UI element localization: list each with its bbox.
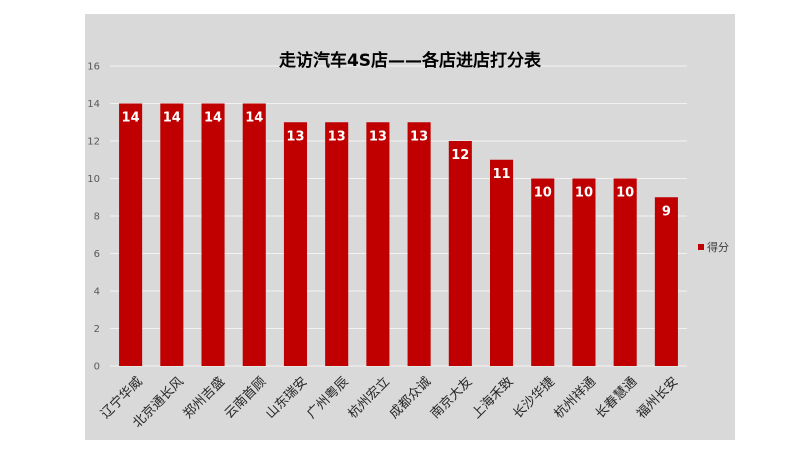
data-label: 13 xyxy=(369,129,387,144)
chart-title: 走访汽车4S店——各店进店打分表 xyxy=(278,51,542,71)
category-label: 福州长安 xyxy=(634,374,681,421)
y-tick-label: 16 xyxy=(87,62,100,73)
data-label: 13 xyxy=(328,129,346,144)
category-label: 郑州吉盛 xyxy=(181,374,228,421)
bar xyxy=(448,141,472,366)
bar xyxy=(366,122,390,366)
bar xyxy=(489,159,514,366)
bar xyxy=(407,122,431,366)
data-label: 10 xyxy=(575,186,593,201)
bar xyxy=(613,178,637,366)
category-label: 山东瑞安 xyxy=(263,374,310,421)
data-label: 10 xyxy=(616,186,634,201)
bar xyxy=(325,122,349,366)
bar xyxy=(160,103,184,366)
y-tick-label: 10 xyxy=(87,174,100,185)
chart-panel: 0 2 4 6 8 10 12 14 16 14 辽宁华威 14 北京通长风 14 郑州吉盛 14 云南首顾 1… xyxy=(85,14,735,440)
data-label: 14 xyxy=(122,111,140,126)
data-label: 12 xyxy=(451,148,469,163)
bar xyxy=(572,178,596,366)
category-label: 南京大友 xyxy=(427,374,475,422)
bar xyxy=(242,103,266,366)
category-label: 杭州祥通 xyxy=(552,374,599,421)
y-tick-label: 4 xyxy=(94,287,100,298)
data-label: 14 xyxy=(245,111,263,126)
data-label: 13 xyxy=(410,129,428,144)
data-label: 14 xyxy=(163,111,181,126)
data-label: 14 xyxy=(204,111,222,126)
category-label: 杭州宏立 xyxy=(346,374,393,421)
y-tick-label: 8 xyxy=(94,212,100,223)
legend-swatch xyxy=(698,244,704,250)
category-label: 成都众诚 xyxy=(387,374,434,421)
bar xyxy=(119,103,143,366)
y-tick-label: 14 xyxy=(87,99,100,110)
data-label: 11 xyxy=(492,167,510,182)
bar xyxy=(283,122,308,366)
bar xyxy=(654,197,678,366)
category-label: 云南首顾 xyxy=(221,374,269,422)
category-label: 长沙华捷 xyxy=(510,374,557,421)
category-label: 长春慧通 xyxy=(592,374,640,422)
data-label: 9 xyxy=(662,204,671,219)
category-label: 上海禾致 xyxy=(469,374,516,421)
y-tick-label: 2 xyxy=(94,324,100,335)
y-tick-label: 0 xyxy=(94,362,100,373)
bar xyxy=(531,178,555,366)
data-label: 10 xyxy=(534,186,552,201)
y-tick-label: 12 xyxy=(87,137,100,148)
data-label: 13 xyxy=(286,129,304,144)
legend-label: 得分 xyxy=(707,241,729,254)
bar xyxy=(201,103,225,366)
y-tick-label: 6 xyxy=(94,249,100,260)
category-label: 广州粤辰 xyxy=(304,374,352,422)
